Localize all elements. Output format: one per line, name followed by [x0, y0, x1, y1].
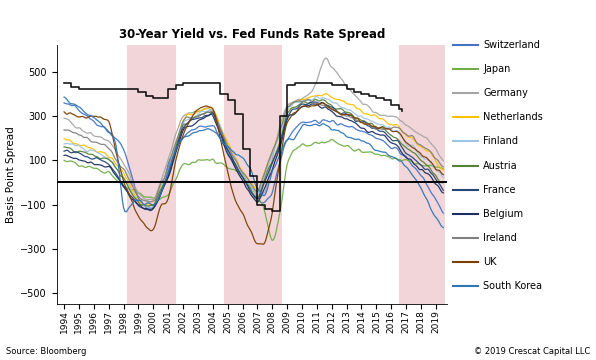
Text: Austria: Austria: [483, 161, 518, 171]
Bar: [128, 45, 176, 304]
Title: 30-Year Yield vs. Fed Funds Rate Spread: 30-Year Yield vs. Fed Funds Rate Spread: [119, 28, 385, 41]
Text: Germany: Germany: [483, 88, 528, 98]
Bar: [224, 45, 283, 304]
Text: UK: UK: [483, 257, 496, 267]
Text: © 2019 Crescat Capital LLC: © 2019 Crescat Capital LLC: [474, 347, 590, 356]
Text: South Korea: South Korea: [483, 281, 542, 291]
Text: Source: Bloomberg: Source: Bloomberg: [6, 347, 86, 356]
Text: Belgium: Belgium: [483, 209, 523, 219]
Text: Japan: Japan: [483, 64, 511, 74]
Text: France: France: [483, 185, 516, 195]
Text: Netherlands: Netherlands: [483, 112, 543, 122]
Bar: [399, 45, 445, 304]
Text: Switzerland: Switzerland: [483, 40, 540, 50]
Text: Ireland: Ireland: [483, 233, 517, 243]
Y-axis label: Basis Point Spread: Basis Point Spread: [6, 126, 16, 223]
Text: Global Yield Curve Inversion: Global Yield Curve Inversion: [155, 12, 441, 30]
Text: Finland: Finland: [483, 136, 518, 147]
